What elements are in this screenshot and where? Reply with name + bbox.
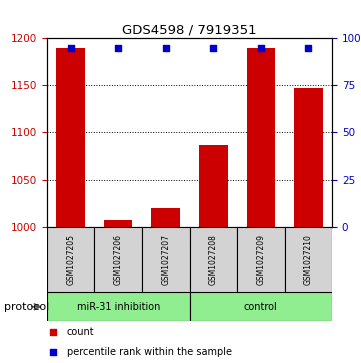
Text: GSM1027207: GSM1027207 [161,234,170,285]
Point [68,45,74,50]
Point [258,45,264,50]
Text: protocol: protocol [4,302,49,312]
Point [305,45,311,50]
Text: count: count [67,327,95,337]
Point [50,329,56,335]
Text: GSM1027208: GSM1027208 [209,234,218,285]
Bar [47,292,190,321]
Text: GSM1027209: GSM1027209 [256,234,265,285]
Bar [56,48,85,227]
Bar [104,220,132,227]
Text: GSM1027205: GSM1027205 [66,234,75,285]
Bar [142,227,190,292]
Bar [199,145,227,227]
Bar [190,227,237,292]
Point [50,349,56,355]
Bar [190,292,332,321]
Text: GSM1027210: GSM1027210 [304,234,313,285]
Point [163,45,169,50]
Bar [95,227,142,292]
Text: miR-31 inhibition: miR-31 inhibition [77,302,160,312]
Text: percentile rank within the sample: percentile rank within the sample [67,347,232,357]
Point [115,45,121,50]
Bar [47,227,95,292]
Text: GSM1027206: GSM1027206 [114,234,123,285]
Bar [237,227,284,292]
Bar [294,88,323,227]
Text: control: control [244,302,278,312]
Title: GDS4598 / 7919351: GDS4598 / 7919351 [122,24,257,37]
Bar [247,48,275,227]
Point [210,45,216,50]
Bar [284,227,332,292]
Bar [152,208,180,227]
